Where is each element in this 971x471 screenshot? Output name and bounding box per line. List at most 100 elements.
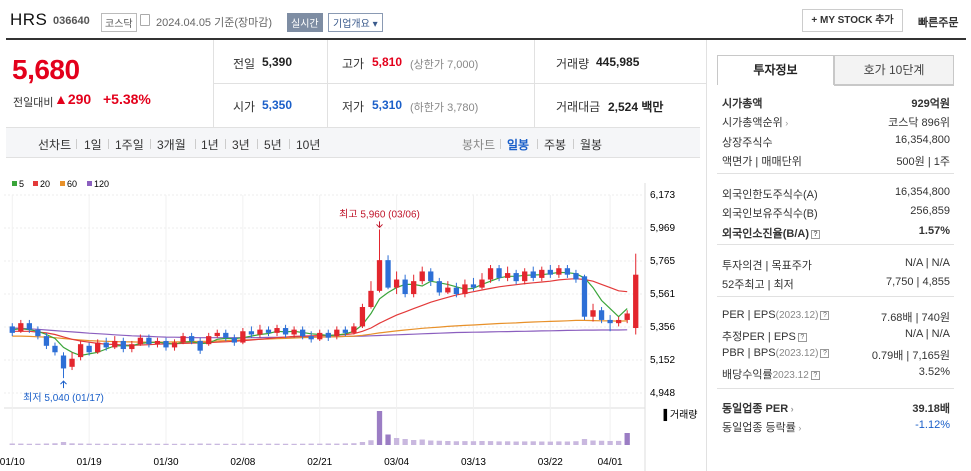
period-5y[interactable]: 5년 xyxy=(264,138,282,152)
volume-bar xyxy=(197,443,203,445)
legend-swatch xyxy=(60,181,65,186)
volume-bar xyxy=(616,440,622,445)
candle-body xyxy=(120,340,126,350)
volume-bar xyxy=(223,443,229,445)
volume-bar xyxy=(206,443,212,445)
info-label[interactable]: PER | EPS(2023.12)? xyxy=(722,309,830,321)
candle-body xyxy=(539,269,545,278)
candle-body xyxy=(60,355,67,369)
quote-date: 2024.04.05 기준(장마감) xyxy=(156,17,273,29)
divider xyxy=(150,139,151,149)
quick-order-link[interactable]: 빠른주문 xyxy=(918,17,959,29)
candle-monthly[interactable]: 월봉 xyxy=(580,138,603,152)
candle-body xyxy=(265,329,272,333)
candle-body xyxy=(291,329,297,335)
y-tick-label: 4,948 xyxy=(650,388,675,399)
volume-bar xyxy=(376,411,383,445)
info-value: 1.57% xyxy=(918,225,950,237)
help-icon[interactable]: ? xyxy=(820,349,830,358)
volume-bar xyxy=(282,443,289,445)
info-label[interactable]: 외국인소진율(B/A)? xyxy=(722,225,820,241)
help-icon[interactable]: ? xyxy=(811,230,820,239)
volume-bar xyxy=(342,443,348,445)
company-overview-button[interactable]: 기업개요 ▾ xyxy=(328,13,383,32)
candle-daily[interactable]: 일봉 xyxy=(507,138,530,152)
x-tick-label: 02/08 xyxy=(230,457,255,468)
y-tick-label: 6,173 xyxy=(650,190,675,201)
price-change: ▲290 xyxy=(54,91,92,107)
candle-body xyxy=(180,336,186,343)
candle-body xyxy=(77,344,84,358)
info-label[interactable]: PBR | BPS(2023.12)? xyxy=(722,347,830,359)
help-icon[interactable]: ? xyxy=(820,311,830,320)
x-tick-label: 02/21 xyxy=(307,457,332,468)
divider xyxy=(573,139,574,149)
volume-bar xyxy=(77,443,84,445)
mystock-add-button[interactable]: + MY STOCK 추가 xyxy=(802,9,903,32)
info-value: 256,859 xyxy=(910,205,950,217)
candle-body xyxy=(248,331,255,335)
volume-bar xyxy=(120,443,126,445)
info-sub: (2023.12) xyxy=(775,310,819,321)
candle-body xyxy=(504,273,511,278)
volume-bar xyxy=(487,441,494,445)
candle-body xyxy=(607,319,613,324)
divider xyxy=(537,139,538,149)
candle-body xyxy=(496,268,502,278)
volume-bar xyxy=(530,441,536,445)
candle-body xyxy=(282,328,289,335)
info-label: 투자의견 | 목표주가 xyxy=(722,260,812,272)
candle-body xyxy=(308,336,314,340)
volume-bar xyxy=(95,443,101,445)
info-label[interactable]: 배당수익률2023.12? xyxy=(722,366,820,382)
info-sub: (2023.12) xyxy=(775,348,819,359)
low-note: 최저 5,040 (01/17) xyxy=(23,392,104,404)
lower-limit: (하한가 3,780) xyxy=(410,102,479,114)
volume-bar xyxy=(556,441,562,445)
volume-bar xyxy=(35,443,41,445)
candle-body xyxy=(325,332,331,338)
info-label[interactable]: 추정PER | EPS? xyxy=(722,328,807,344)
volume-bar xyxy=(325,443,331,445)
volume-bar xyxy=(188,443,195,445)
low-value: 5,310 xyxy=(372,98,403,112)
divider xyxy=(225,139,226,149)
candle-body xyxy=(274,328,280,333)
period-10y[interactable]: 10년 xyxy=(296,138,321,152)
low-label: 저가 xyxy=(342,100,365,114)
tab-invest-info[interactable]: 투자정보 xyxy=(717,55,834,85)
candle-weekly[interactable]: 주봉 xyxy=(544,138,567,152)
x-tick-label: 01/30 xyxy=(153,457,178,468)
period-1y[interactable]: 1년 xyxy=(201,138,219,152)
candle-body xyxy=(445,287,451,293)
volume-bar xyxy=(547,441,553,445)
period-1w[interactable]: 1주일 xyxy=(115,138,144,152)
volume-bar xyxy=(598,440,605,445)
volume-bar xyxy=(26,443,32,445)
help-icon[interactable]: ? xyxy=(810,371,820,380)
x-tick-label: 04/01 xyxy=(598,457,623,468)
info-label[interactable]: 시가총액순위 › xyxy=(722,117,789,129)
y-tick-label: 5,356 xyxy=(650,322,675,333)
volume-bar xyxy=(154,443,161,445)
info-label[interactable]: 동일업종 PER › xyxy=(722,403,794,415)
help-icon[interactable]: ? xyxy=(797,333,807,342)
volume-bar xyxy=(462,441,468,445)
realtime-button[interactable]: 실시간 xyxy=(287,13,323,32)
volume-bar xyxy=(513,441,519,445)
period-3y[interactable]: 3년 xyxy=(232,138,250,152)
candle-body xyxy=(35,329,41,337)
period-1d[interactable]: 1일 xyxy=(84,138,102,152)
volume-label: ▐ 거래량 xyxy=(660,408,697,422)
volume-bar xyxy=(257,443,263,445)
candle-body xyxy=(342,329,348,333)
volume-bar xyxy=(18,443,24,445)
volume-bar xyxy=(308,443,314,445)
stock-chart[interactable]: 5 20 60 120 6,173 5,969 5,765 5,561 5,356 5,152 4… xyxy=(0,175,706,471)
period-3m[interactable]: 3개월 xyxy=(157,138,186,152)
candle-body xyxy=(146,337,152,345)
candle-body xyxy=(616,319,622,324)
tab-hoga-10[interactable]: 호가 10단계 xyxy=(834,55,954,85)
info-label[interactable]: 동일업종 등락률 › xyxy=(722,422,802,434)
candle-body xyxy=(522,271,528,282)
